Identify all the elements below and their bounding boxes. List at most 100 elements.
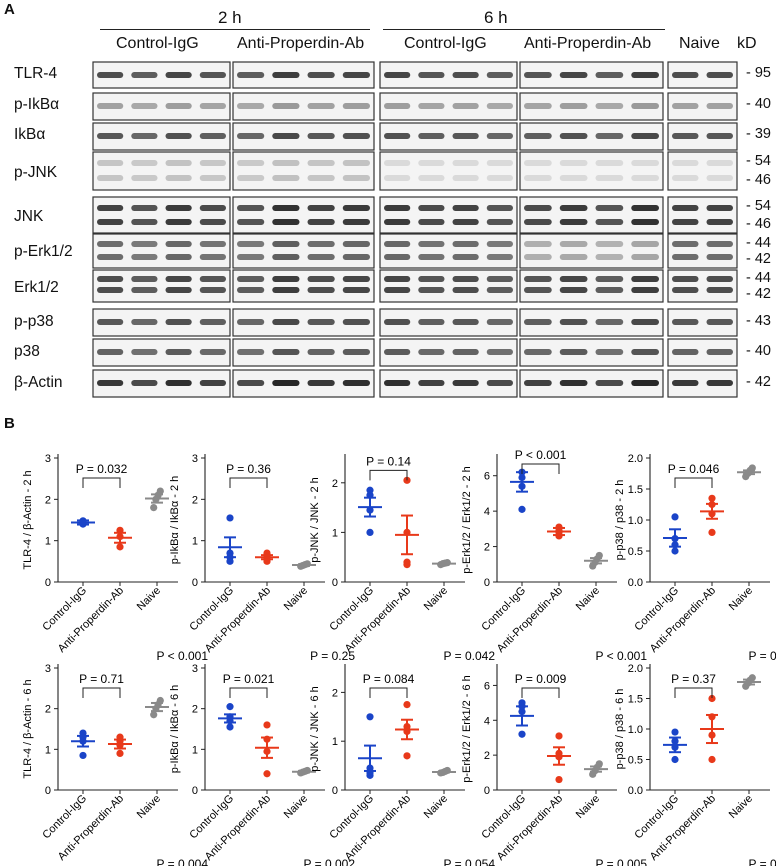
blot-panel [519, 196, 664, 234]
anova-p-value: P = 0.005 [596, 857, 648, 866]
anova-p-value: P = 0.008 [749, 857, 776, 866]
plot-10: 0.00.51.01.52.0p-p38 / p38 - 6 hControl-… [614, 663, 776, 866]
group-header-control-6h: Control-IgG [404, 35, 487, 52]
blot-panel [519, 92, 664, 121]
y-tick-label: 3 [192, 663, 198, 675]
blot-panel [667, 196, 738, 234]
mw-p-jnk-46: - 46 [746, 172, 771, 188]
data-point [156, 487, 164, 495]
blot-panel [92, 151, 231, 191]
blot-panel [667, 151, 738, 191]
data-point [366, 528, 374, 537]
x-category-label: Naive [727, 585, 755, 613]
data-point [116, 749, 124, 758]
mw-actin: - 42 [746, 374, 771, 390]
blot-panel [379, 61, 518, 89]
mw-p-erk-44: - 44 [746, 235, 771, 251]
mw-p-erk-42: - 42 [746, 251, 771, 267]
data-point [708, 694, 716, 703]
blot-panel [667, 338, 738, 367]
data-point [79, 751, 87, 760]
comparison-bracket [229, 477, 268, 488]
x-category-label: Naive [282, 585, 310, 613]
x-category-label: Naive [135, 585, 163, 613]
x-category-label: Anti-Properdin-Ab [56, 793, 126, 863]
anova-p-value: P = 0.001 [749, 649, 776, 663]
blot-panel [92, 196, 231, 234]
blot-panel [379, 196, 518, 234]
comparison-bracket [369, 687, 408, 698]
blot-label-ikba: IkBα [14, 126, 46, 143]
y-tick-label: 0 [332, 577, 338, 589]
y-tick-label: 0.5 [628, 546, 643, 558]
blot-panel [232, 196, 375, 234]
blot-panel [232, 338, 375, 367]
data-point [226, 514, 234, 522]
y-tick-label: 1 [192, 536, 198, 548]
y-tick-label: 3 [45, 663, 51, 675]
blot-panel [379, 308, 518, 337]
y-tick-label: 1.0 [628, 724, 643, 736]
panel-b-label: B [4, 415, 15, 432]
y-tick-label: 0 [484, 785, 490, 797]
y-axis-label: p-p38 / p38 - 2 h [614, 480, 626, 561]
y-tick-label: 6 [484, 680, 490, 692]
blot-label-actin: β-Actin [14, 374, 63, 391]
anova-p-value: P < 0.001 [596, 649, 648, 663]
x-category-label: Naive [422, 585, 450, 613]
blot-label-p-ikba: p-IkBα [14, 96, 60, 113]
blot-panel [379, 369, 518, 398]
y-axis-label: p-Erk1/2 / Erk1/2 - 6 h [461, 675, 473, 783]
blot-panel [92, 61, 231, 89]
data-point [403, 701, 411, 709]
comparison-bracket [369, 469, 408, 481]
data-point [555, 775, 563, 784]
x-category-label: Anti-Properdin-Ab [343, 793, 413, 863]
blot-panel [232, 369, 375, 398]
x-category-label: Naive [422, 793, 450, 821]
blot-panel [379, 151, 518, 191]
blot-label-tlr4: TLR-4 [14, 65, 58, 82]
data-point [366, 486, 374, 494]
blot-panel [667, 308, 738, 337]
y-axis-label: p-JNK / JNK - 6 h [309, 686, 321, 772]
x-category-label: Naive [727, 793, 755, 821]
y-axis-label: TLR-4 / β-Actin - 6 h [22, 679, 34, 778]
x-category-label: Naive [574, 585, 602, 613]
mw-jnk-46: - 46 [746, 216, 771, 232]
y-tick-label: 2.0 [628, 663, 643, 675]
y-tick-label: 3 [45, 453, 51, 465]
x-category-label: Anti-Properdin-Ab [343, 585, 413, 655]
blot-panel [667, 269, 738, 303]
comparison-bracket [229, 687, 268, 698]
y-tick-label: 0 [45, 577, 51, 589]
western-blot-image [92, 61, 738, 398]
blot-label-p-erk: p-Erk1/2 [14, 243, 73, 260]
group-header-anti-2h: Anti-Properdin-Ab [237, 35, 365, 52]
y-tick-label: 2 [45, 494, 51, 506]
x-category-label: Naive [574, 793, 602, 821]
time-underline-6h [383, 29, 665, 30]
time-underline-2h [100, 29, 370, 30]
x-category-label: Anti-Properdin-Ab [495, 585, 565, 655]
y-tick-label: 2 [484, 542, 490, 554]
blot-panel [667, 233, 738, 269]
blot-panel [519, 369, 664, 398]
mw-p-jnk-54: - 54 [746, 153, 771, 169]
blot-panel [667, 92, 738, 121]
blot-panel [667, 122, 738, 151]
anova-p-value: P = 0.004 [157, 857, 209, 866]
data-point [671, 547, 679, 555]
data-point [671, 728, 679, 736]
y-tick-label: 1 [45, 744, 51, 756]
comparison-p-value: P = 0.009 [515, 672, 567, 686]
x-category-label: Anti-Properdin-Ab [648, 585, 718, 655]
data-point [708, 494, 716, 502]
data-point [708, 528, 716, 537]
data-point [150, 504, 158, 512]
y-tick-label: 1 [192, 744, 198, 756]
group-header-anti-6h: Anti-Properdin-Ab [524, 35, 652, 52]
data-point [708, 755, 716, 764]
comparison-bracket [82, 477, 121, 488]
y-tick-label: 1 [332, 527, 338, 539]
